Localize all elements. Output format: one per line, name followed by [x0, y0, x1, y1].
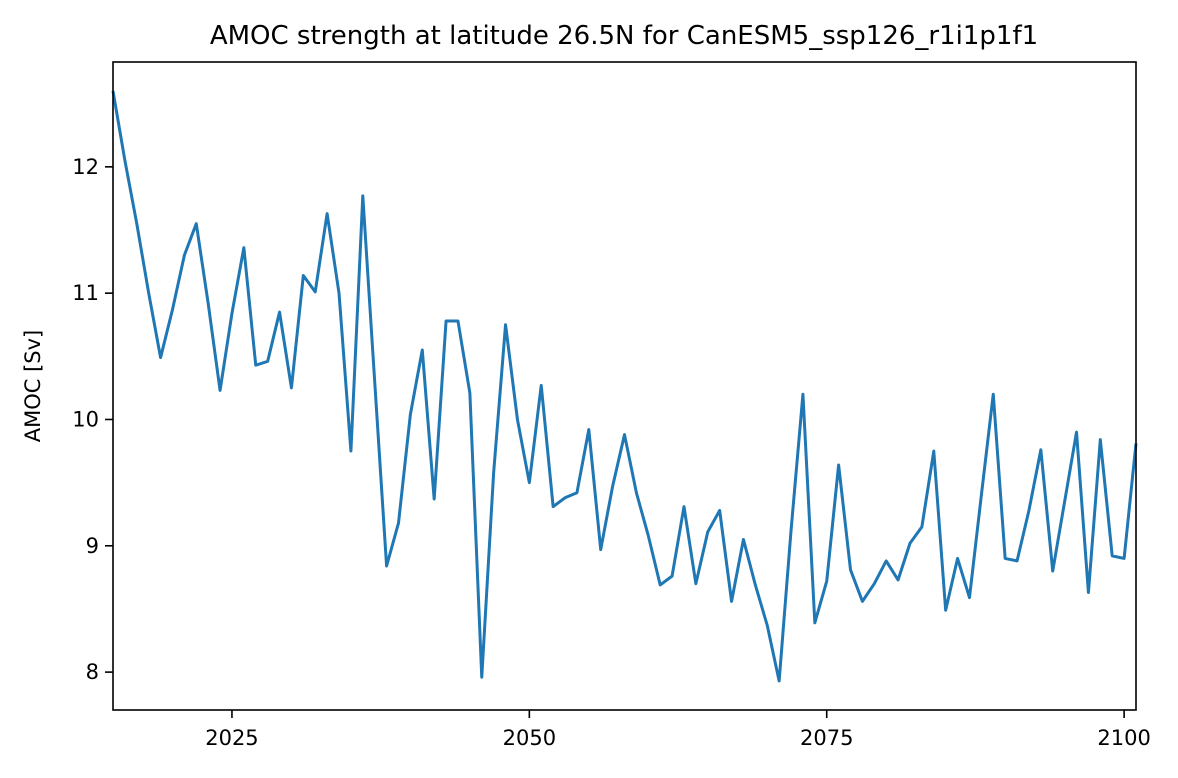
x-tick-label: 2075 [800, 726, 853, 750]
x-tick-label: 2050 [503, 726, 556, 750]
x-axis: 2025 2050 2075 2100 [205, 710, 1151, 750]
y-tick-label: 11 [72, 281, 99, 305]
y-tick-label: 10 [72, 407, 99, 431]
y-tick-label: 9 [86, 534, 99, 558]
y-tick-label: 8 [86, 660, 99, 684]
x-tick-label: 2025 [205, 726, 258, 750]
chart-title: AMOC strength at latitude 26.5N for CanE… [210, 21, 1038, 51]
plot-frame [112, 61, 1137, 711]
y-axis: 8 9 10 11 12 [72, 155, 113, 684]
series-line-0 [111, 90, 1138, 683]
y-axis-label: AMOC [Sv] [21, 330, 45, 443]
plot-area [111, 90, 1138, 683]
y-tick-label: 12 [72, 155, 99, 179]
x-tick-label: 2100 [1097, 726, 1150, 750]
